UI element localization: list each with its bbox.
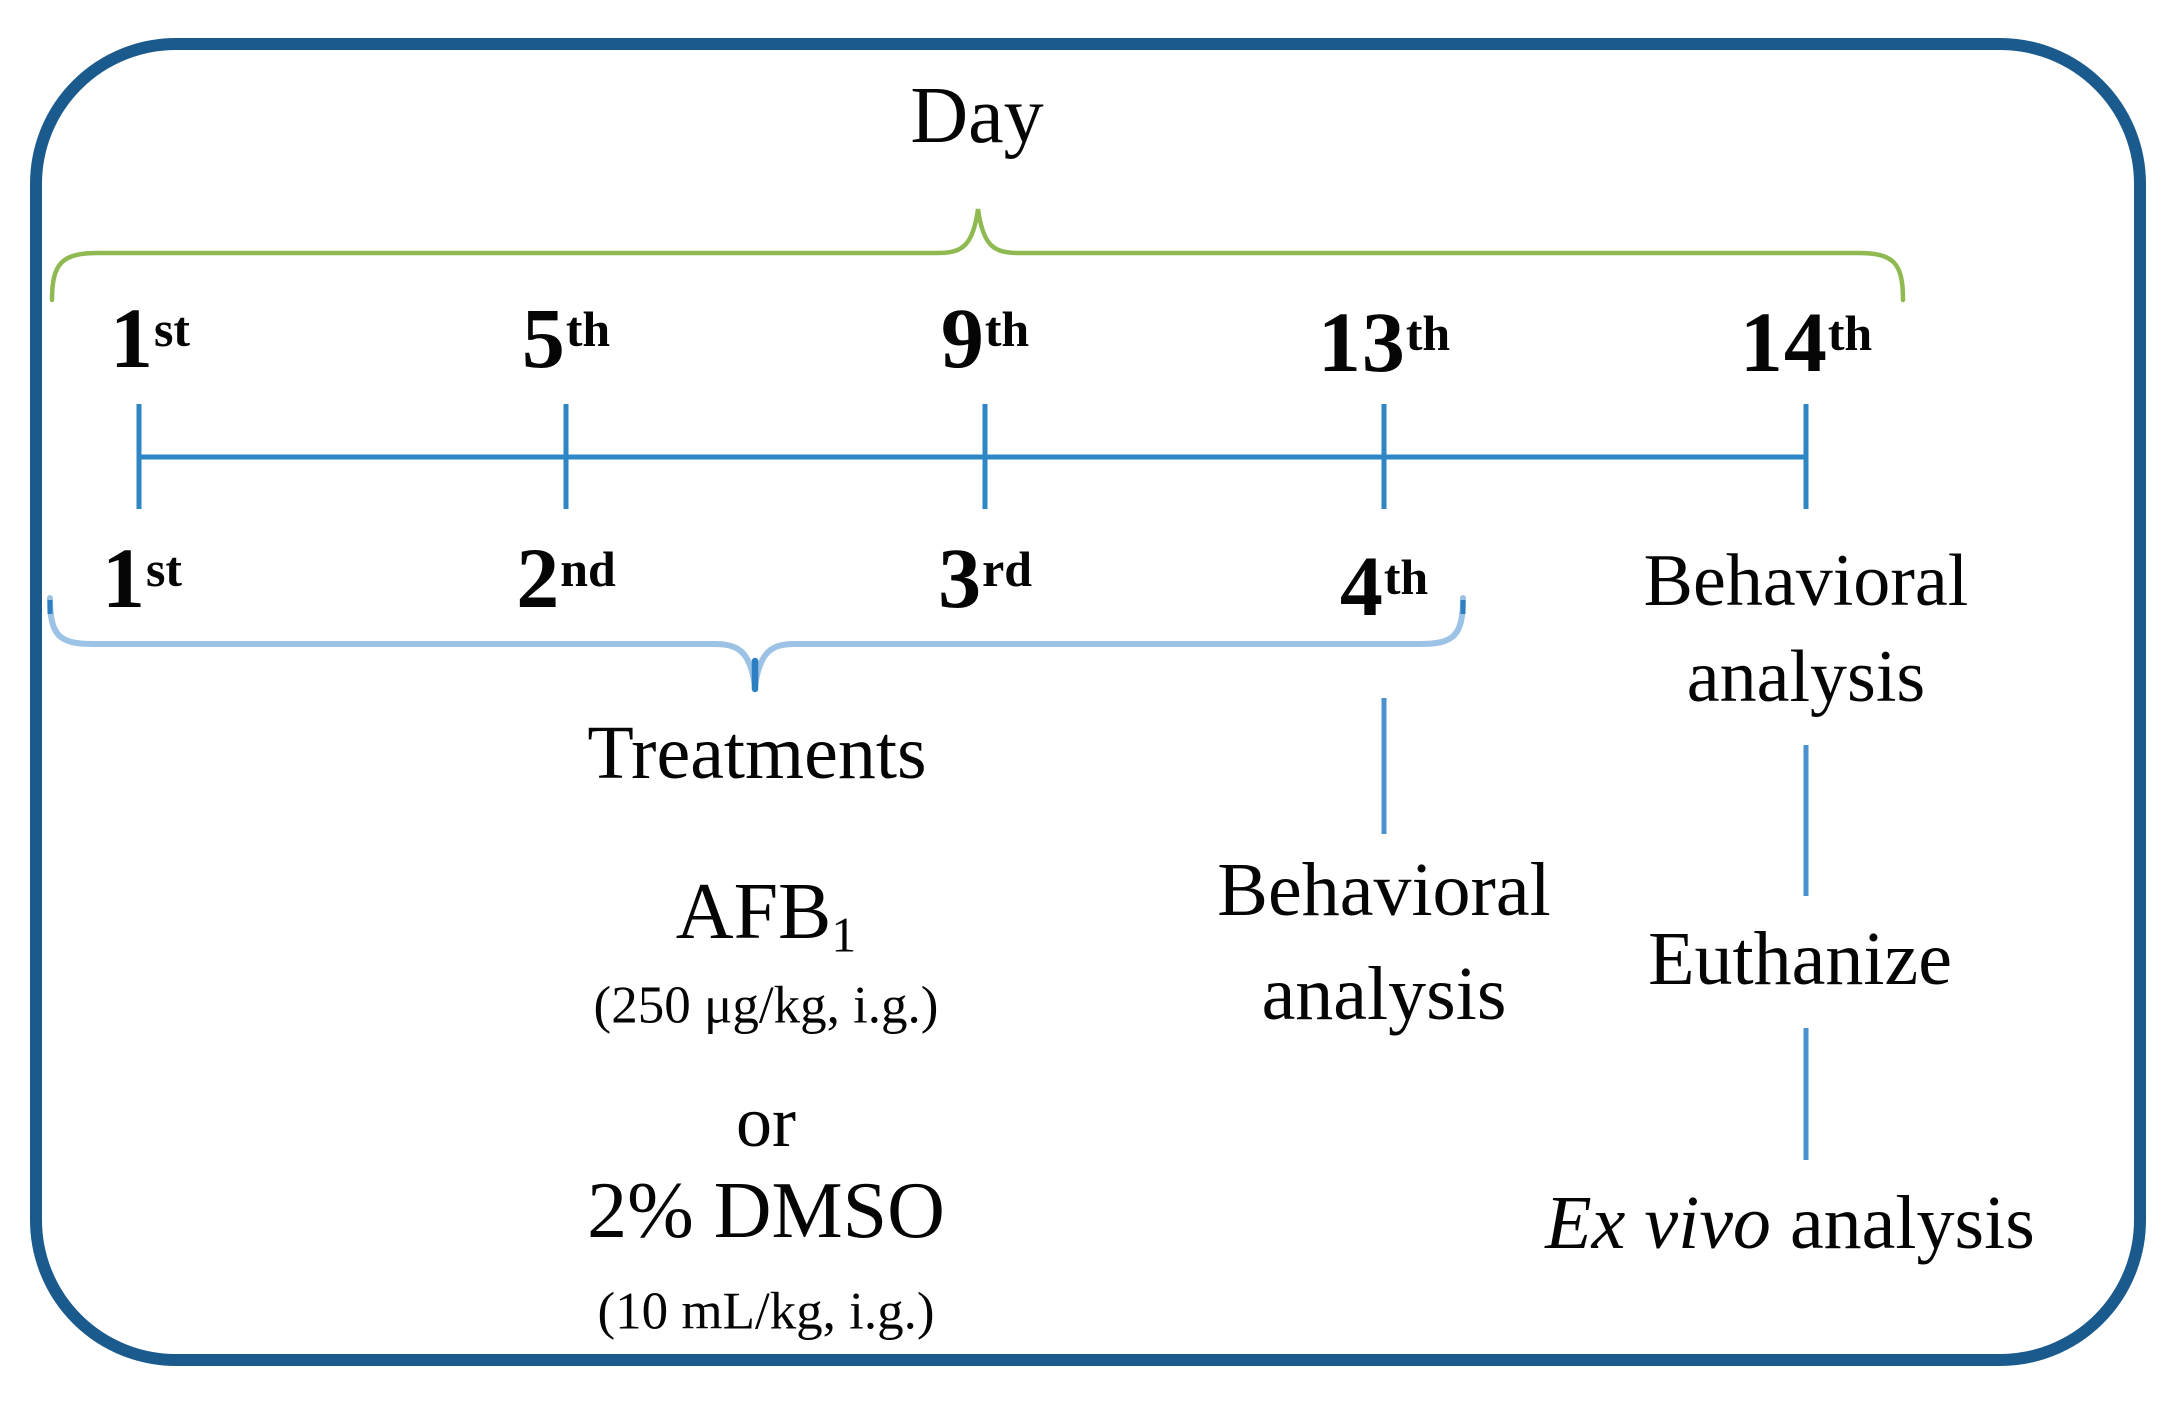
day-label-1-ordinal: st [153,302,191,358]
treatment-label-4: 4th [1340,543,1428,629]
treatment-label-4-ordinal: th [1383,550,1429,606]
day13-behavioral-analysis: Behavioral analysis [1217,838,1550,1046]
day-label-13-ordinal: th [1405,306,1451,362]
treatment-label-2-ordinal: nd [560,542,616,598]
exvivo-italic: Ex vivo [1545,1181,1771,1265]
treatment-label-1-ordinal: st [145,542,183,598]
day14-behavioral-line2: analysis [1686,636,1926,718]
day-span-brace [49,208,1906,303]
day-label-5-num: 5 [521,290,566,386]
treatment-label-2-num: 2 [516,530,561,626]
day14-behavioral-line1: Behavioral [1643,540,1969,622]
day-label-5: 5th [522,295,610,381]
treatment-label-1-num: 1 [101,530,146,626]
day-label-14: 14th [1740,299,1872,385]
afb1-label: AFB1 [676,872,856,960]
day-label-9: 9th [941,295,1029,381]
exvivo-analysis-label: Ex vivo analysis [1545,1185,2035,1261]
treatment-label-3-num: 3 [938,530,983,626]
treatment-label-4-num: 4 [1339,538,1384,634]
day-label-1-num: 1 [109,290,154,386]
day13-behavioral-line1: Behavioral [1217,848,1551,932]
day-label-5-ordinal: th [565,302,611,358]
dmso-label: 2% DMSO [587,1167,945,1255]
day-label-9-num: 9 [940,290,985,386]
day-label-14-ordinal: th [1827,306,1873,362]
euthanize-label: Euthanize [1648,917,1952,1001]
exvivo-rest: analysis [1770,1181,2035,1265]
treatment-label-3-ordinal: rd [982,542,1032,598]
day-label-13-num: 13 [1317,294,1406,390]
day-label-14-num: 14 [1739,294,1828,390]
treatment-label-2: 2nd [516,535,615,621]
afb1-subscript: 1 [831,907,857,963]
diagram-border [30,38,2146,1366]
afb1-dose: (250 μg/kg, i.g.) [593,976,939,1035]
diagram-title: Day [910,72,1044,160]
day-label-9-ordinal: th [984,302,1030,358]
day14-behavioral-analysis: Behavioral analysis [1644,533,1969,725]
dmso-dose: (10 mL/kg, i.g.) [597,1282,935,1341]
or-label: or [736,1082,796,1162]
afb1-name: AFB [675,867,832,956]
treatment-label-1: 1st [102,535,182,621]
treatments-label: Treatments [587,711,927,795]
treatment-label-3: 3rd [938,535,1032,621]
day13-behavioral-line2: analysis [1261,952,1507,1036]
day-label-13: 13th [1318,299,1450,385]
day-label-1: 1st [110,295,190,381]
